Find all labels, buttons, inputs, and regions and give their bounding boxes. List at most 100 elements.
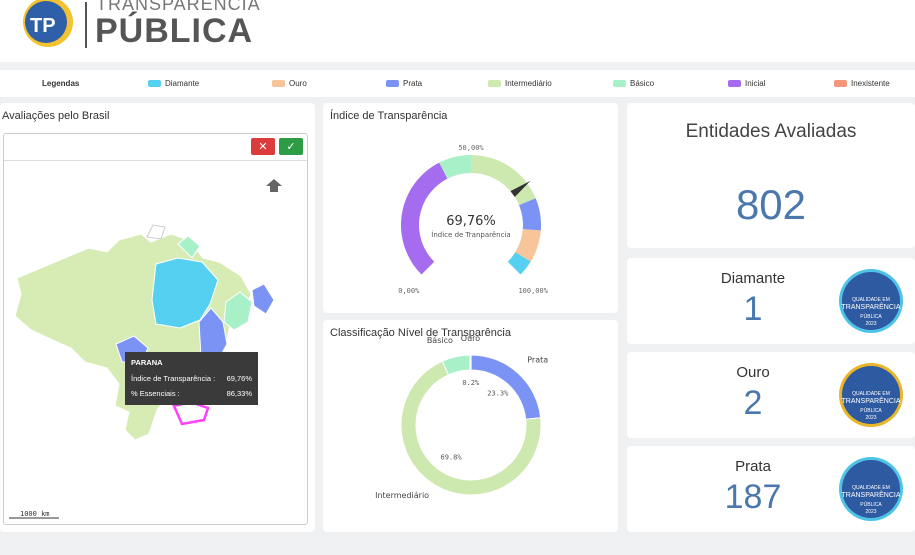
badge-text: 2023 bbox=[865, 509, 876, 515]
card-label: Diamante bbox=[720, 270, 786, 287]
total-value: 802 bbox=[735, 181, 807, 228]
gauge-panel: Índice de Transparência 0,00% 50,00% 100,0… bbox=[323, 103, 618, 313]
svg-text:TP: TP bbox=[30, 15, 56, 37]
brazil-map: 1000 km bbox=[9, 179, 282, 519]
map-state bbox=[151, 257, 219, 329]
badge-text: TRANSPARÊNCIA bbox=[842, 302, 901, 311]
map-frame: ✕ ✓ 1000 km PARANA Índice de Transparênc… bbox=[3, 133, 308, 525]
donut-chart: Prata 23.3% Intermediário 69.8% Básico Ouro 0.… bbox=[375, 334, 548, 500]
donut-value-label: 23.3% bbox=[487, 389, 509, 397]
logo-divider bbox=[85, 2, 87, 48]
map-state bbox=[177, 235, 201, 259]
selected-state bbox=[172, 400, 210, 426]
card-label: Ouro bbox=[736, 364, 770, 381]
legend-label: Ouro bbox=[289, 79, 307, 88]
donut-slice bbox=[470, 354, 542, 420]
scale-label: 1000 km bbox=[20, 510, 50, 518]
gauge-value: 69,76% bbox=[446, 214, 496, 229]
legend-label: Inicial bbox=[745, 79, 766, 88]
legend-swatch bbox=[272, 80, 285, 87]
map-state bbox=[223, 291, 253, 331]
tooltip-title: PARANA bbox=[131, 358, 163, 367]
confirm-button[interactable]: ✓ bbox=[279, 138, 303, 155]
legend-title: Legendas bbox=[42, 79, 80, 88]
home-icon[interactable] bbox=[266, 179, 282, 192]
card-value: 187 bbox=[724, 478, 782, 516]
badge-text: QUALIDADE EM bbox=[852, 485, 890, 491]
badge-text: QUALIDADE EM bbox=[852, 391, 890, 397]
card-value: 1 bbox=[743, 290, 763, 328]
gauge-tick-label: 0,00% bbox=[398, 287, 420, 295]
card-title: Entidades Avaliadas bbox=[685, 121, 857, 142]
tooltip-label: % Essenciais : bbox=[131, 389, 180, 398]
card-label: Prata bbox=[735, 458, 771, 475]
gauge-band bbox=[471, 155, 536, 206]
badge-text: TRANSPARÊNCIA bbox=[842, 396, 901, 405]
donut-value-label: 0.2% bbox=[462, 379, 480, 387]
gauge-band bbox=[515, 229, 541, 262]
gauge-band bbox=[439, 155, 471, 179]
legend-swatch bbox=[148, 80, 161, 87]
map-state bbox=[146, 224, 166, 240]
panel-title: Índice de Transparência bbox=[330, 110, 448, 122]
badge-text: PÚBLICA bbox=[860, 313, 882, 320]
badge-body bbox=[842, 366, 900, 424]
category-card: Prata 187 QUALIDADE EM TRANSPARÊNCIA PÚBLICA… bbox=[627, 446, 915, 532]
panel-title: Avaliações pelo Brasil bbox=[2, 110, 110, 122]
legend-swatch bbox=[613, 80, 626, 87]
badge-text: TRANSPARÊNCIA bbox=[842, 490, 901, 499]
logo-line2: PÚBLICA bbox=[95, 12, 254, 50]
category-card: Ouro 2 QUALIDADE EM TRANSPARÊNCIA PÚBLICA 202… bbox=[627, 352, 915, 438]
panel-title: Classificação Nível de Transparência bbox=[330, 327, 511, 339]
gauge-band bbox=[507, 252, 531, 275]
gauge-tick-label: 50,00% bbox=[458, 144, 484, 152]
badge-text: 2023 bbox=[865, 321, 876, 327]
badge-text: 2023 bbox=[865, 415, 876, 421]
legend-label: Intermediário bbox=[505, 79, 552, 88]
map-state bbox=[251, 283, 275, 315]
divider bbox=[4, 160, 307, 161]
donut-value-label: 69.8% bbox=[440, 454, 462, 462]
legend-swatch bbox=[386, 80, 399, 87]
gauge-band bbox=[401, 162, 448, 275]
header: TP TRANSPARÊNCIA PÚBLICA bbox=[0, 0, 915, 62]
badge-text: QUALIDADE EM bbox=[852, 297, 890, 303]
legend-swatch bbox=[834, 80, 847, 87]
total-card: Entidades Avaliadas 802 bbox=[627, 103, 915, 248]
gauge-tick-label: 100,00% bbox=[518, 287, 548, 295]
donut-slice bbox=[400, 360, 542, 496]
logo-icon: TP bbox=[23, 0, 73, 47]
card-value: 2 bbox=[743, 384, 763, 422]
tooltip-label: Índice de Transparência : bbox=[131, 374, 216, 383]
badge-body bbox=[842, 460, 900, 518]
logo-line1: TRANSPARÊNCIA bbox=[96, 0, 261, 14]
tooltip-value: 86,33% bbox=[226, 389, 252, 398]
tooltip: PARANA Índice de Transparência : 69,76% … bbox=[125, 352, 258, 405]
donut-category-label: Ouro bbox=[461, 334, 480, 343]
donut-category-label: Prata bbox=[527, 356, 548, 365]
tooltip-value: 69,76% bbox=[226, 374, 252, 383]
legend-swatch bbox=[488, 80, 501, 87]
reject-button[interactable]: ✕ bbox=[251, 138, 275, 155]
donut-category-label: Básico bbox=[427, 336, 453, 345]
legend-label: Básico bbox=[630, 79, 655, 88]
donut-category-label: Intermediário bbox=[375, 491, 429, 500]
donut-slice bbox=[469, 354, 472, 371]
badge-body bbox=[842, 272, 900, 330]
legend-label: Prata bbox=[403, 79, 423, 88]
map-panel: Avaliações pelo Brasil ✕ ✓ 1000 km PARAN bbox=[0, 103, 315, 532]
badge-text: PÚBLICA bbox=[860, 501, 882, 508]
gauge-needle bbox=[510, 180, 531, 197]
gauge-chart: 0,00% 50,00% 100,00% 69,76%Índice de Tranpa… bbox=[398, 144, 549, 295]
gauge-band bbox=[519, 198, 541, 231]
gauge-subtitle: Índice de Tranparência bbox=[431, 230, 510, 239]
legend: Legendas Diamante Ouro Prata Intermediário B… bbox=[0, 70, 915, 97]
legend-swatch bbox=[728, 80, 741, 87]
legend-label: Diamante bbox=[165, 79, 200, 88]
category-card: Diamante 1 QUALIDADE EM TRANSPARÊNCIA PÚBLIC… bbox=[627, 258, 915, 344]
donut-panel: Classificação Nível de Transparência Pra… bbox=[323, 320, 618, 532]
